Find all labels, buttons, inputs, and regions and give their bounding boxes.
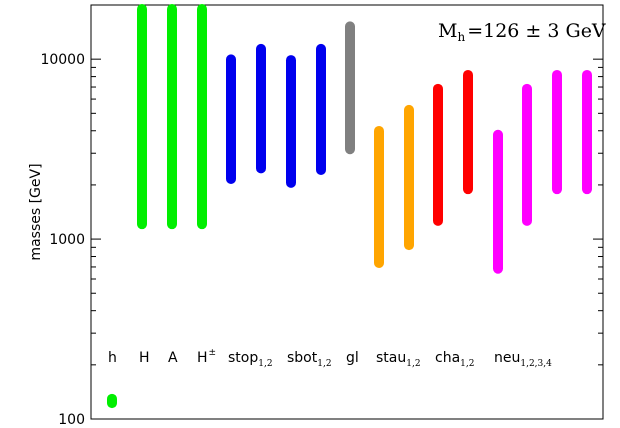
y-tick-label: 1000 [49,232,85,248]
plot-frame [90,4,604,420]
category-label: gl [346,350,359,366]
category-label: stop1,2 [228,350,273,369]
category-label: h [108,350,117,366]
category-label: H [139,350,150,366]
category-label: stau1,2 [376,350,421,369]
category-label: H± [197,348,216,366]
category-label: cha1,2 [435,350,474,369]
y-axis-label: masses [GeV] [28,163,44,260]
category-labels: h H A H± stop1,2 sbot1,2 gl stau1,2 cha1,2 neu1,2… [108,348,552,369]
category-label: A [168,350,178,366]
mass-bars [107,4,592,409]
y-tick-label: 100 [58,412,85,428]
category-label: neu1,2,3,4 [494,350,552,369]
y-tick-label: 10000 [40,52,85,68]
y-axis-ticks: 100 1000 10000 [40,4,603,428]
higgs-mass-annotation: Mh =126 ± 3 GeV [438,20,606,44]
category-label: sbot1,2 [287,350,332,369]
